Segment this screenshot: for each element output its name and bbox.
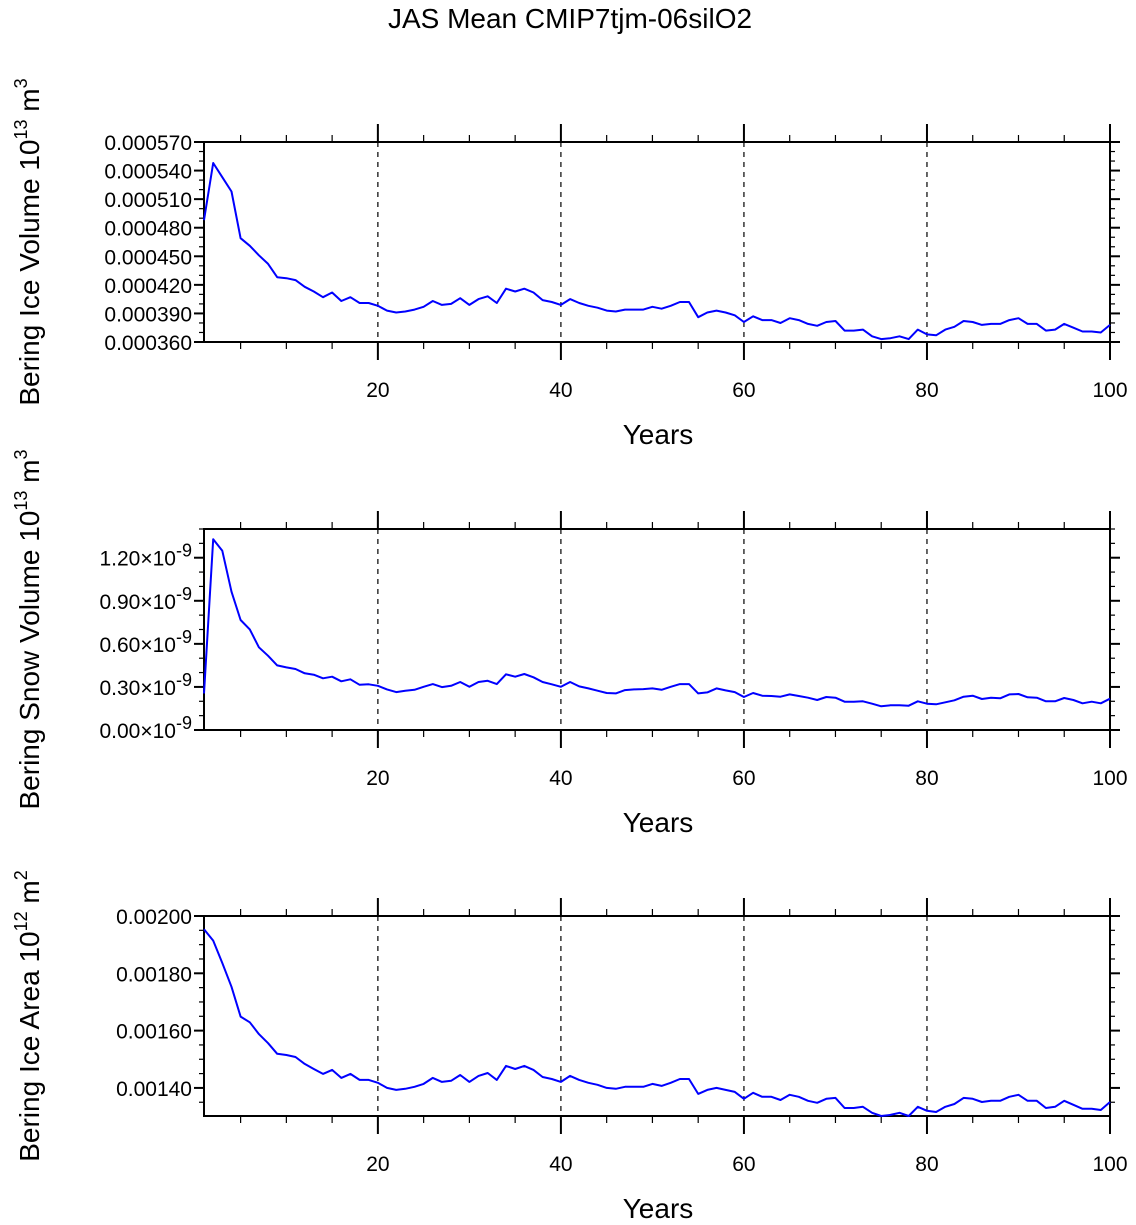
y-tick-label: 0.00140: [116, 1078, 192, 1101]
y-axis-title-unit-exponent: 3: [11, 78, 31, 88]
y-axis-title-text: Bering Ice Area 10: [14, 931, 45, 1161]
y-axis-title-unit: m: [14, 880, 45, 911]
x-tick-label: 100: [1092, 379, 1127, 402]
y-tick-value: 0.00180: [116, 963, 192, 986]
x-tick-label: 20: [366, 767, 389, 790]
y-axis-title-unit: m: [14, 460, 45, 491]
y-tick-value: 0.000510: [104, 189, 192, 212]
y-tick-value: 1.20: [99, 548, 140, 571]
y-tick-label: 0.00×10-9: [99, 713, 192, 743]
y-tick-label: 0.000540: [104, 161, 192, 184]
y-axis-title-exponent: 13: [11, 491, 31, 511]
y-tick-label: 1.20×10-9: [99, 541, 192, 571]
y-tick-value: 0.000540: [104, 161, 192, 184]
y-tick-label: 0.60×10-9: [99, 627, 192, 657]
x-tick-label: 100: [1092, 1153, 1127, 1176]
x-axis-title: Years: [623, 807, 694, 838]
y-tick-label: 0.90×10-9: [99, 584, 192, 614]
x-axis-title: Years: [623, 419, 694, 450]
panel-1: 20 40 60 80 100 Years 0.000360 0.000390 0.000420…: [11, 78, 1128, 450]
y-tick-label: 0.00160: [116, 1021, 192, 1044]
y-tick-multiplier: ×10: [140, 677, 176, 700]
y-tick-multiplier: ×10: [140, 548, 176, 571]
series-line: [203, 162, 1111, 341]
y-tick-label: 0.00180: [116, 963, 192, 986]
x-tick-label: 20: [366, 1153, 389, 1176]
y-tick-value: 0.000360: [104, 332, 192, 355]
panel-2: 20 40 60 80 100Years0.00×10-90.30×10-90.60×1…: [11, 449, 1128, 838]
y-tick-exponent: -9: [176, 670, 192, 690]
y-tick-value: 0.00160: [116, 1021, 192, 1044]
x-tick-label: 60: [732, 767, 755, 790]
y-axis-title-unit-exponent: 2: [11, 870, 31, 880]
series-line: [203, 538, 1111, 708]
y-axis-title-text: Bering Ice Volume 10: [14, 139, 45, 405]
y-tick-label: 0.000510: [104, 189, 192, 212]
x-tick-label: 60: [732, 379, 755, 402]
y-axis-title-unit-exponent: 3: [11, 449, 31, 459]
y-tick-value: 0.00140: [116, 1078, 192, 1101]
y-tick-exponent: -9: [176, 713, 192, 733]
y-axis-title-exponent: 12: [11, 911, 31, 931]
y-tick-label: 0.000480: [104, 218, 192, 241]
plot-frame: [203, 915, 1111, 1117]
y-tick-multiplier: ×10: [140, 634, 176, 657]
y-tick-label: 0.000390: [104, 303, 192, 326]
x-tick-label: 80: [915, 1153, 938, 1176]
panel-3: 20 40 60 80 100 Years 0.00140 0.00160 0.00180 0.0…: [11, 870, 1128, 1224]
y-tick-label: 0.000450: [104, 246, 192, 269]
y-axis-title-unit: m: [14, 88, 45, 119]
x-tick-label: 20: [366, 379, 389, 402]
y-tick-label: 0.000420: [104, 275, 192, 298]
y-tick-value: 0.00: [99, 720, 140, 743]
y-tick-exponent: -9: [176, 541, 192, 561]
y-tick-exponent: -9: [176, 627, 192, 647]
y-tick-multiplier: ×10: [140, 591, 176, 614]
y-tick-value: 0.000570: [104, 132, 192, 155]
y-tick-value: 0.60: [99, 634, 140, 657]
x-tick-label: 100: [1092, 767, 1127, 790]
x-axis-title: Years: [623, 1193, 694, 1224]
y-axis-title-text: Bering Snow Volume 10: [14, 511, 45, 810]
y-tick-value: 0.000390: [104, 303, 192, 326]
y-tick-label: 0.00200: [116, 906, 192, 929]
y-axis-title: Bering Ice Volume 1013 m3: [11, 78, 45, 405]
plot-frame: [203, 528, 1111, 731]
y-axis-title-exponent: 13: [11, 119, 31, 139]
chart-title: JAS Mean CMIP7tjm-06silO2: [388, 3, 752, 34]
y-tick-label: 0.000570: [104, 132, 192, 155]
series-line: [203, 928, 1111, 1117]
x-tick-label: 40: [549, 767, 572, 790]
y-tick-label: 0.000360: [104, 332, 192, 355]
y-tick-value: 0.30: [99, 677, 140, 700]
y-tick-multiplier: ×10: [140, 720, 176, 743]
x-tick-label: 40: [549, 1153, 572, 1176]
y-tick-value: 0.90: [99, 591, 140, 614]
y-axis-title: Bering Ice Area 1012 m2: [11, 870, 45, 1162]
x-tick-label: 80: [915, 379, 938, 402]
y-axis-title: Bering Snow Volume 1013 m3: [11, 449, 45, 809]
x-tick-label: 40: [549, 379, 572, 402]
y-tick-exponent: -9: [176, 584, 192, 604]
plot-frame: [203, 141, 1111, 343]
x-tick-label: 80: [915, 767, 938, 790]
y-tick-value: 0.00200: [116, 906, 192, 929]
y-tick-label: 0.30×10-9: [99, 670, 192, 700]
y-tick-value: 0.000480: [104, 218, 192, 241]
x-tick-label: 60: [732, 1153, 755, 1176]
y-tick-value: 0.000450: [104, 246, 192, 269]
y-tick-value: 0.000420: [104, 275, 192, 298]
